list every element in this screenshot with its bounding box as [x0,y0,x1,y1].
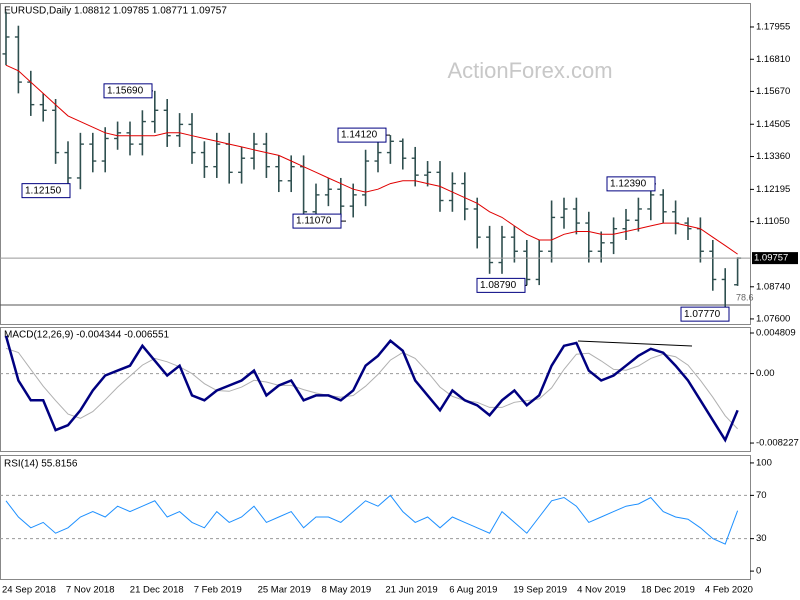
y-tick-label: 30 [756,533,767,544]
x-tick-label: 25 Mar 2019 [258,585,311,596]
y-tick-label: 1.15670 [756,86,790,97]
macd-panel [0,327,751,452]
annotation-label: 1.15690 [107,85,144,96]
x-tick-label: 19 Sep 2019 [513,585,567,596]
y-tick-label: 100 [756,457,772,468]
annotation-label: 1.07770 [684,309,721,320]
y-tick-label: 0.004809 [756,328,796,339]
annotation-box [103,83,153,99]
annotation-box [680,306,730,322]
x-tick-label: 4 Feb 2020 [705,585,753,596]
y-tick-label: 1.08740 [756,281,790,292]
price-panel [0,3,751,325]
y-tick-label: 1.13360 [756,151,790,162]
moving-average [5,64,738,255]
annotation-box [21,183,71,199]
x-tick-label: 24 Sep 2018 [2,585,56,596]
y-tick-label: 0 [756,566,761,577]
y-tick-label: 0.00 [756,368,775,379]
rsi-line [5,494,739,545]
y-tick-label: 1.07600 [756,313,790,324]
last-price-box [752,252,798,265]
x-tick-label: 4 Nov 2019 [577,585,626,596]
x-tick-label: 21 Jun 2019 [385,585,437,596]
x-tick-label: 8 May 2019 [322,585,372,596]
y-tick-label: 1.12195 [756,184,790,195]
annotation-label: 1.12150 [25,185,62,196]
rsi-panel [0,455,751,580]
x-tick-label: 21 Dec 2018 [130,585,184,596]
y-tick-label: 1.14505 [756,119,790,130]
y-tick-label: 70 [756,490,767,501]
annotation-box [337,127,387,143]
macd-title: MACD(12,26,9) -0.004344 -0.006551 [4,330,170,341]
x-tick-label: 7 Feb 2019 [194,585,242,596]
y-tick-label: 1.17955 [756,21,790,32]
x-tick-label: 18 Dec 2019 [641,585,695,596]
annotation-box [292,213,342,229]
annotation-label: 1.14120 [341,130,378,141]
watermark: ActionForex.com [447,58,612,83]
macd-line [4,335,739,443]
y-tick-label: 1.11050 [756,216,790,227]
y-tick-label: -0.008227 [756,438,799,449]
annotation-box [476,277,526,293]
rsi-title: RSI(14) 55.8156 [4,459,78,470]
signal-line [5,347,738,430]
annotation-label: 1.12390 [610,179,647,190]
x-tick-label: 7 Nov 2018 [66,585,115,596]
chart-title: EURUSD,Daily 1.08812 1.09785 1.08771 1.0… [4,6,227,17]
x-tick-label: 6 Aug 2019 [449,585,497,596]
annotation-box [606,176,656,192]
y-tick-label: 1.16810 [756,54,790,65]
trend-line [577,340,693,347]
annotation-label: 1.11070 [296,216,332,227]
fib-label: 78.6 [736,292,754,302]
annotation-label: 1.08790 [480,280,517,291]
last-price-label: 1.09757 [754,253,788,264]
